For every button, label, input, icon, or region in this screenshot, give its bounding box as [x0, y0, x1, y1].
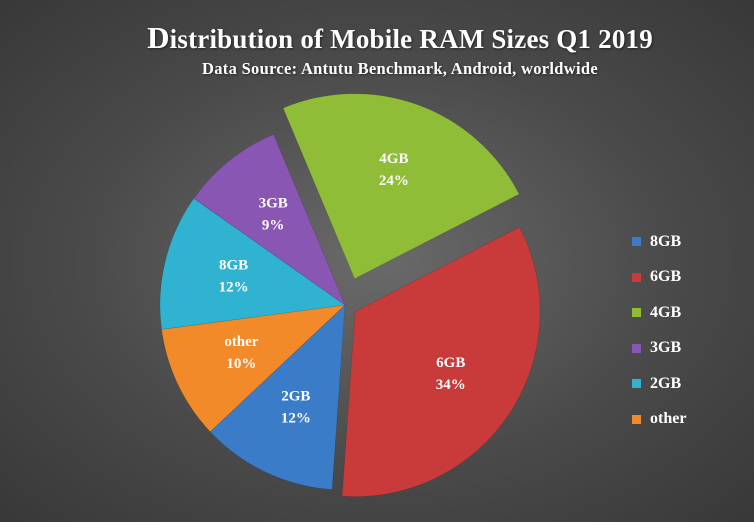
- slice-category-label: 2GB: [281, 389, 310, 405]
- slice-category-label: 8GB: [219, 258, 248, 274]
- pie-slice-6gb: [341, 226, 541, 497]
- chart-legend: 8GB 6GB 4GB 3GB 2GB other: [632, 224, 686, 437]
- slice-percent-label: 12%: [281, 411, 311, 427]
- pie-slice-other: [161, 304, 346, 433]
- slice-label-2gb: 2GB 12%: [281, 389, 311, 427]
- slice-category-label: 4GB: [379, 151, 408, 167]
- slice-label-4gb: 4GB 24%: [379, 151, 409, 189]
- slice-label-8gb: 8GB 12%: [219, 258, 249, 296]
- legend-label: 6GB: [650, 268, 682, 286]
- legend-swatch: [632, 272, 641, 282]
- pie-slice-2gb: [209, 304, 346, 490]
- legend-item-8gb: 8GB: [632, 224, 686, 260]
- legend-label: 4GB: [650, 303, 682, 321]
- slice-percent-label: 34%: [436, 377, 466, 393]
- slice-percent-label: 10%: [226, 356, 256, 372]
- legend-item-2gb: 2GB: [632, 366, 686, 402]
- pie-slice-labels: 2GB 12%other 10%8GB 12%3GB 9%4GB 24%6GB 34%: [219, 151, 466, 427]
- legend-swatch: [632, 414, 641, 424]
- legend-item-other: other: [632, 402, 686, 438]
- legend-swatch: [632, 237, 641, 247]
- legend-swatch: [632, 343, 641, 353]
- chart-subtitle: Data Source: Antutu Benchmark, Android, …: [202, 59, 598, 78]
- legend-label: other: [650, 410, 687, 428]
- pie-slice-3gb: [193, 133, 346, 306]
- slice-percent-label: 9%: [262, 218, 285, 234]
- slice-label-6gb: 6GB 34%: [436, 355, 466, 393]
- legend-label: 8GB: [650, 232, 682, 250]
- slice-label-other: other 10%: [224, 334, 258, 372]
- legend-label: 2GB: [650, 374, 682, 392]
- chart-title: Distribution of Mobile RAM Sizes Q1 2019: [147, 20, 653, 55]
- slice-percent-label: 24%: [379, 173, 409, 189]
- legend-swatch: [632, 379, 641, 389]
- slice-category-label: other: [224, 334, 258, 350]
- legend-item-6gb: 6GB: [632, 260, 686, 296]
- pie-slices: [159, 93, 541, 497]
- legend-swatch: [632, 308, 641, 318]
- pie-slice-8gb: [159, 197, 346, 330]
- legend-label: 3GB: [650, 339, 682, 357]
- legend-item-4gb: 4GB: [632, 295, 686, 331]
- slice-label-3gb: 3GB 9%: [259, 196, 288, 234]
- slice-category-label: 6GB: [436, 355, 465, 371]
- slice-category-label: 3GB: [259, 196, 288, 212]
- legend-item-3gb: 3GB: [632, 331, 686, 367]
- pie-slice-4gb: [282, 93, 520, 280]
- slice-percent-label: 12%: [219, 280, 249, 296]
